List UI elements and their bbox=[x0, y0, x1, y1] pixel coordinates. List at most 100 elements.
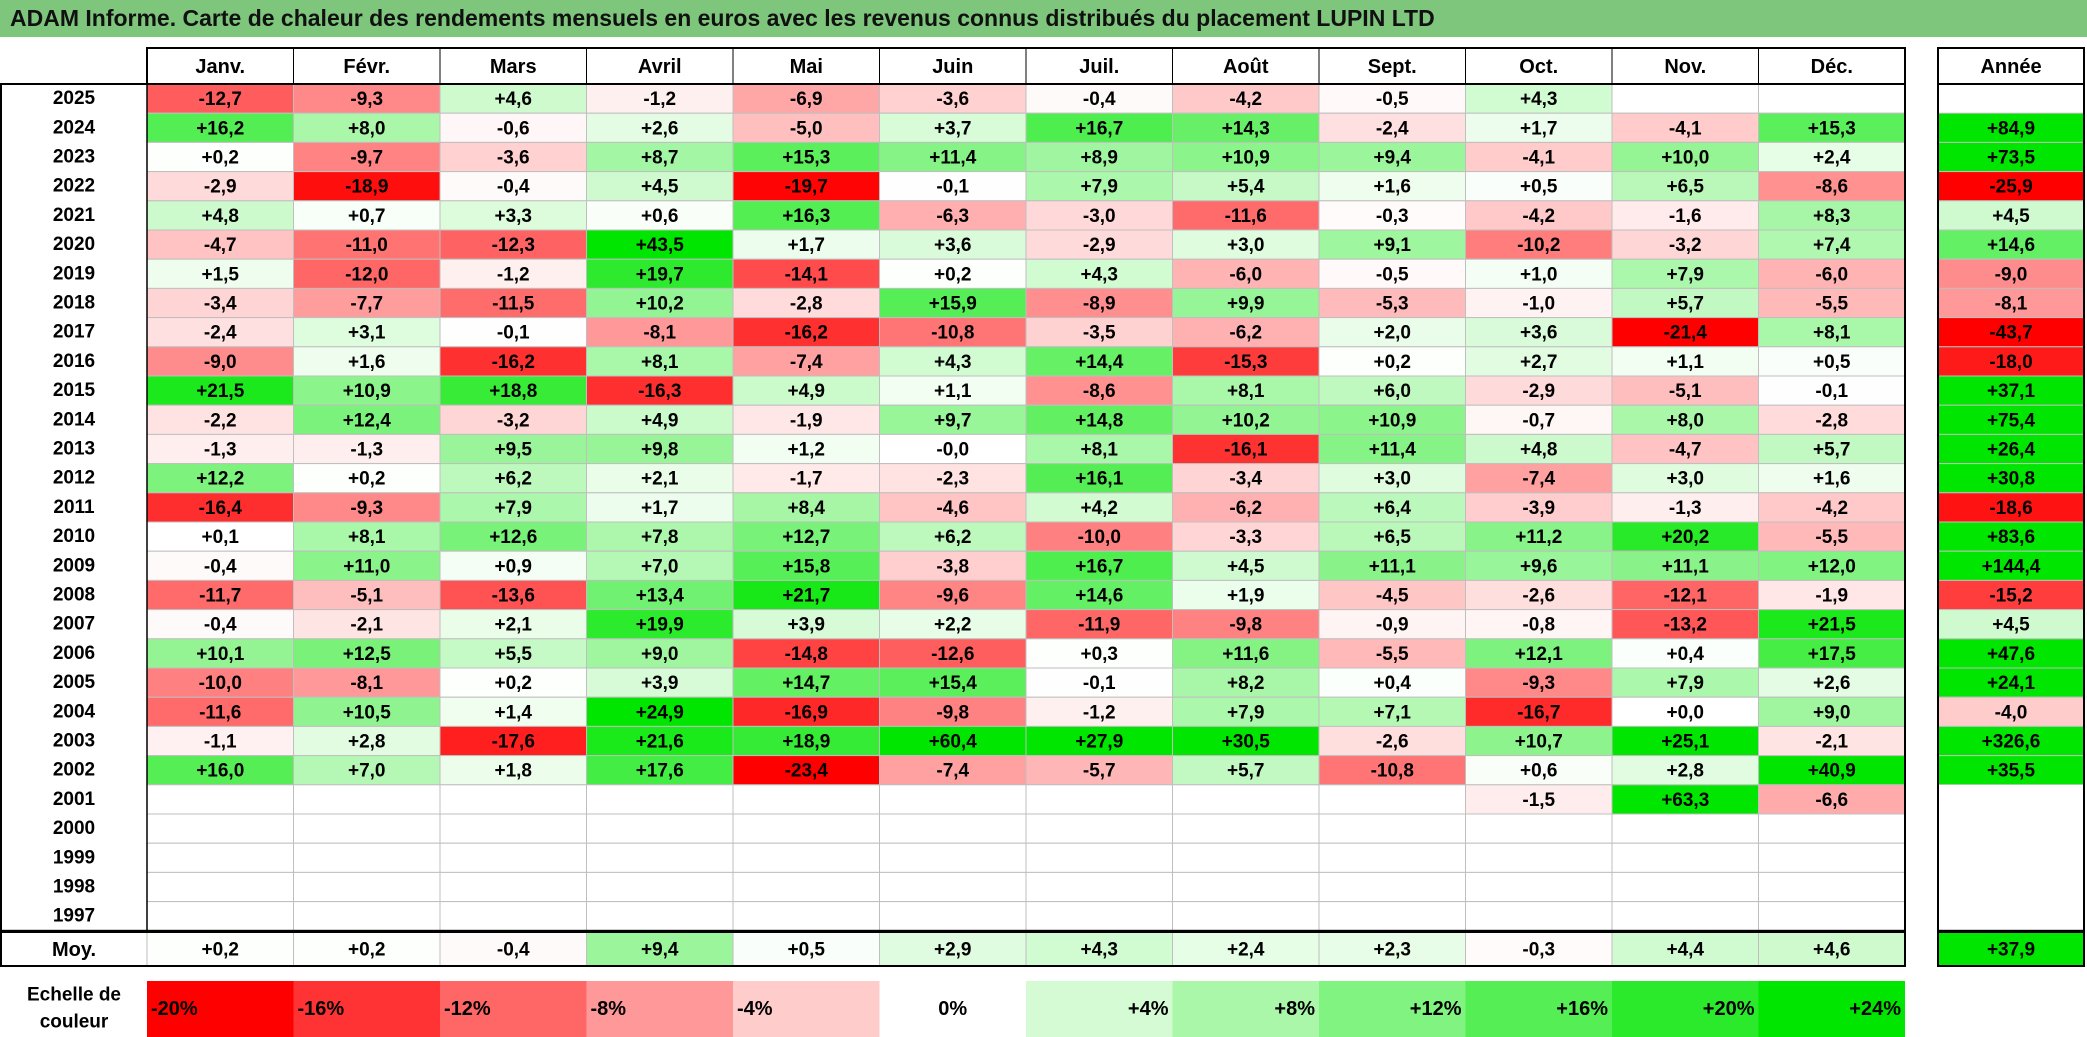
annual-cell bbox=[1938, 843, 2084, 873]
cell-value: +10,1 bbox=[196, 644, 245, 665]
cell-value: +14,3 bbox=[1222, 118, 1270, 139]
heat-cell bbox=[1611, 579, 1759, 611]
heat-cell bbox=[1611, 229, 1759, 260]
heat-cell bbox=[1465, 842, 1613, 873]
heat-cell bbox=[293, 638, 441, 669]
heat-cell bbox=[1465, 404, 1613, 435]
cell-value: +1,1 bbox=[934, 381, 972, 402]
cell-value: +1,7 bbox=[1520, 118, 1558, 139]
heat-cell bbox=[1611, 375, 1759, 406]
cell-value: -3,8 bbox=[936, 556, 969, 577]
cell-value: +1,0 bbox=[1520, 264, 1558, 285]
heat-cell bbox=[1025, 813, 1173, 844]
cell-value: +7,8 bbox=[641, 527, 679, 548]
heat-cell bbox=[1465, 492, 1613, 523]
cell-value: +11,1 bbox=[1662, 556, 1709, 577]
heat-cell bbox=[586, 287, 734, 319]
cell-value: +6,5 bbox=[1666, 177, 1704, 198]
cell-value: +0,5 bbox=[1520, 177, 1558, 198]
annual-cell bbox=[1937, 141, 2085, 173]
cell-value: -3,5 bbox=[1083, 323, 1116, 344]
annual-value: +37,1 bbox=[1987, 381, 2036, 402]
cell-value: -1,2 bbox=[643, 89, 676, 110]
body-frame bbox=[0, 83, 1906, 932]
heat-cell bbox=[1318, 463, 1466, 494]
cell-value: +11,1 bbox=[1369, 556, 1416, 577]
cell-value: +0,6 bbox=[641, 206, 679, 227]
cell-value: +15,3 bbox=[1808, 118, 1856, 139]
cell-value: +1,2 bbox=[787, 440, 825, 461]
heat-cell bbox=[1318, 433, 1466, 465]
cell-value: +18,9 bbox=[782, 732, 830, 753]
row-year-label: 2010 bbox=[53, 526, 95, 547]
cell-value: -8,9 bbox=[1083, 294, 1116, 315]
heat-cell bbox=[586, 842, 734, 873]
cell-value: +1,6 bbox=[1373, 177, 1411, 198]
heat-cell bbox=[1758, 901, 1906, 932]
heat-cell bbox=[1758, 375, 1906, 406]
row-year-label: 2005 bbox=[53, 672, 96, 693]
heat-cell bbox=[586, 579, 734, 611]
row-year-label: 2008 bbox=[53, 585, 95, 606]
cell-value: +4,9 bbox=[641, 410, 679, 431]
annual-value: +47,6 bbox=[1987, 644, 2035, 665]
heat-cell bbox=[293, 842, 441, 873]
average-value: +0,2 bbox=[201, 940, 239, 961]
heat-cell bbox=[1758, 171, 1906, 202]
cell-value: -9,8 bbox=[1229, 615, 1262, 636]
cell-value: +4,2 bbox=[1080, 498, 1118, 519]
average-value: +9,4 bbox=[641, 940, 679, 961]
cell-value: +5,7 bbox=[1813, 440, 1851, 461]
row-year-label: 2001 bbox=[53, 789, 96, 810]
cell-value: +0,0 bbox=[1666, 702, 1704, 723]
row-year-label: 1998 bbox=[53, 877, 95, 898]
cell-value: +4,6 bbox=[494, 89, 532, 110]
heat-cell bbox=[293, 871, 441, 903]
cell-value: +63,3 bbox=[1661, 790, 1709, 811]
heat-cell bbox=[1465, 871, 1613, 903]
cell-value: -9,8 bbox=[936, 702, 969, 723]
heat-cell bbox=[1318, 784, 1466, 815]
cell-value: +11,4 bbox=[1369, 440, 1416, 461]
heat-cell bbox=[586, 871, 734, 903]
cell-value: -6,0 bbox=[1815, 264, 1848, 285]
cell-value: +2,1 bbox=[641, 469, 679, 490]
heat-cell bbox=[1611, 404, 1759, 435]
cell-value: +4,3 bbox=[934, 352, 972, 373]
row-year-label: 2025 bbox=[53, 88, 96, 109]
annual-cell bbox=[1938, 872, 2084, 902]
cell-value: -0,7 bbox=[1522, 410, 1555, 431]
cell-value: +2,6 bbox=[641, 118, 679, 139]
heat-cell bbox=[1025, 609, 1173, 640]
heat-cell bbox=[1025, 141, 1173, 173]
heat-cell bbox=[586, 200, 734, 231]
heat-cell bbox=[879, 842, 1027, 873]
heat-cell bbox=[1758, 813, 1906, 844]
cell-value: -12,3 bbox=[492, 235, 535, 256]
heat-cell bbox=[879, 141, 1027, 173]
cell-value: +30,5 bbox=[1222, 732, 1271, 753]
cell-value: +0,2 bbox=[934, 264, 972, 285]
cell-value: +9,0 bbox=[1813, 702, 1851, 723]
heat-cell bbox=[1025, 784, 1173, 815]
heat-cell bbox=[1465, 609, 1613, 640]
cell-value: +8,7 bbox=[641, 148, 679, 169]
heat-cell bbox=[1465, 287, 1613, 319]
cell-value: +9,6 bbox=[1520, 556, 1558, 577]
average-annual-cell bbox=[1937, 931, 2085, 967]
cell-value: -6,2 bbox=[1229, 323, 1262, 344]
cell-value: +7,9 bbox=[1666, 673, 1704, 694]
heat-cell bbox=[879, 200, 1027, 231]
heat-cell bbox=[586, 258, 734, 289]
heat-cell bbox=[879, 609, 1027, 640]
average-cell bbox=[146, 931, 294, 967]
heat-cell bbox=[879, 171, 1027, 202]
row-year-label: 2004 bbox=[53, 701, 96, 722]
cell-value: -9,6 bbox=[936, 586, 969, 607]
average-cell bbox=[879, 931, 1027, 967]
cell-value: +0,4 bbox=[1373, 673, 1411, 694]
cell-value: -0,4 bbox=[204, 556, 237, 577]
heat-cell bbox=[586, 784, 734, 815]
heat-cell bbox=[1025, 696, 1173, 727]
row-year-label: 2024 bbox=[53, 117, 96, 138]
